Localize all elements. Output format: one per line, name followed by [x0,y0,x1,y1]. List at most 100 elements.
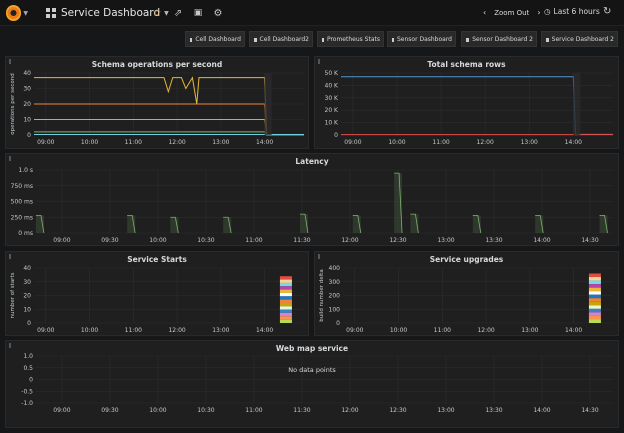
latency-bar [170,217,179,233]
x-tick-label: 13:00 [212,139,229,146]
x-tick-label: 12:30 [389,237,406,244]
link-cell-dashboard[interactable]: Cell Dashboard [185,31,245,47]
x-tick-label: 11:00 [434,327,451,334]
stacked-bar-segment [588,305,601,309]
time-range-label: Last 6 hours [553,7,600,16]
schema-ops-chart: 0 10 20 30 40 09:00 10:00 11:00 12:00 13:00 14:00 o… [10,70,304,146]
y-tick-label: 30 [23,86,31,93]
service-upgrades-chart: 0 100 200 300 400 09:00 10:00 11:00 12:00 13:00 14… [319,265,613,334]
panel-title[interactable]: Latency [295,157,329,166]
y-tick-label: 30 K [325,95,340,102]
x-tick-label: 09:00 [346,327,363,334]
panel-title[interactable]: Total schema rows [427,60,506,69]
y-axis-label: number of starts [10,272,16,318]
link-sensor-dashboard-2[interactable]: Sensor Dashboard 2 [461,31,537,47]
x-tick-label: 10:00 [388,139,405,146]
stacked-bar-segment [588,280,601,285]
panel-resize-handle[interactable] [9,156,11,161]
y-tick-label: 40 [23,70,31,77]
link-label: Cell Dashboard2 [259,35,310,43]
panel-web-map-service[interactable]: Web map service -1.0 -0.5 0 0.5 1.0 09:00 09:3… [5,340,619,428]
chevron-left-icon: ‹ [483,8,487,17]
latency-bar [299,214,308,233]
link-sensor-dashboard[interactable]: Sensor Dashboard [387,31,456,47]
panel-latency[interactable]: Latency 0 ms 250 ms 500 ms 750 ms 1.0 s 09:00… [5,153,619,246]
stacked-bar-segment [588,273,601,278]
stacked-bar-segment [279,279,292,283]
y-tick-label: 0 [336,320,340,327]
x-tick-label: 10:30 [197,407,214,414]
y-tick-label: 40 [23,265,31,272]
zoom-out-label: Zoom Out [494,8,530,17]
share-icon[interactable]: ⇗ [173,7,183,19]
zoom-out-button[interactable]: ‹ Zoom Out › [483,8,541,17]
refresh-icon[interactable]: ↻ [603,6,612,17]
dashboard-icon [253,36,257,42]
x-tick-label: 10:00 [390,327,407,334]
panel-title[interactable]: Schema operations per second [91,60,223,69]
x-tick-label: 09:00 [37,327,54,334]
star-icon[interactable]: ☆ [152,7,162,19]
panel-title[interactable]: Web map service [275,344,349,353]
dashboard-icon [321,36,324,42]
no-data-message: No data points [288,366,336,374]
panel-resize-handle[interactable] [9,254,11,259]
latency-bar [394,173,403,233]
link-service-dashboard-2[interactable]: Service Dashboard 2 [541,31,618,47]
x-tick-label: 09:00 [344,139,361,146]
x-tick-label: 11:30 [293,407,310,414]
dashboard-icon [465,36,470,42]
y-axis-label: build number delta [319,269,325,321]
latency-bar [535,215,544,233]
stacked-bar-segment [279,316,292,320]
link-label: Sensor Dashboard [396,35,452,43]
panel-resize-handle[interactable] [318,59,320,64]
y-tick-label: 500 ms [11,199,33,206]
panel-title[interactable]: Service upgrades [429,255,504,264]
panel-resize-handle[interactable] [9,343,11,348]
link-prometheus-stats[interactable]: Prometheus Stats [317,31,384,47]
stacked-bar-segment [279,276,292,280]
link-label: Service Dashboard 2 [551,35,614,43]
panel-schema-operations[interactable]: Schema operations per second 0 10 20 30 40 09… [5,56,309,149]
y-tick-label: -0.5 [21,388,33,395]
save-icon[interactable]: ▣ [193,8,203,18]
x-tick-label: 09:00 [53,407,70,414]
y-tick-label: 10 K [325,120,340,127]
panel-resize-handle[interactable] [9,59,11,64]
grafana-logo-icon [6,5,22,21]
top-navbar: ▼ Service Dashboard ▼ ☆ ⇗ ▣ ⚙ ‹ Zoom Out… [0,0,624,26]
dashboard-title: Service Dashboard [61,7,161,19]
dashboard-links: Cell Dashboard Cell Dashboard2 Prometheu… [0,31,624,47]
panel-service-upgrades[interactable]: Service upgrades 0 100 200 300 400 09:00 10:00… [314,251,619,336]
x-tick-label: 10:00 [149,407,166,414]
x-tick-label: 14:00 [256,139,273,146]
latency-line [127,214,136,234]
y-tick-label: 1.0 [23,353,33,360]
x-tick-label: 12:00 [341,237,358,244]
panel-resize-handle[interactable] [318,254,320,259]
y-tick-label: 300 [329,279,341,286]
latency-line [472,214,482,234]
time-range-picker[interactable]: ◷ Last 6 hours [544,7,600,16]
y-tick-label: 750 ms [11,183,33,190]
latency-bar [410,214,419,233]
panel-service-starts[interactable]: Service Starts 0 10 20 30 40 09:00 10:00 11:00 1… [5,251,309,336]
service-starts-chart: 0 10 20 30 40 09:00 10:00 11:00 12:00 13:00 14:00 n… [10,265,304,334]
x-tick-label: 12:00 [168,139,185,146]
stacked-bar-segment [588,308,601,313]
x-tick-label: 13:00 [212,327,229,334]
y-tick-label: 0.5 [23,365,33,372]
stacked-bar-segment [279,299,292,303]
x-tick-label: 11:00 [125,327,142,334]
dashboard-picker[interactable]: Service Dashboard ▼ [46,5,169,21]
x-tick-label: 14:30 [581,237,598,244]
grafana-menu-button[interactable]: ▼ [6,3,28,23]
y-tick-label: 10 [23,117,31,124]
gear-icon[interactable]: ⚙ [213,7,223,19]
x-tick-label: 12:00 [341,407,358,414]
panel-title[interactable]: Service Starts [127,255,187,264]
link-cell-dashboard2[interactable]: Cell Dashboard2 [249,31,313,47]
x-tick-label: 10:00 [81,327,98,334]
